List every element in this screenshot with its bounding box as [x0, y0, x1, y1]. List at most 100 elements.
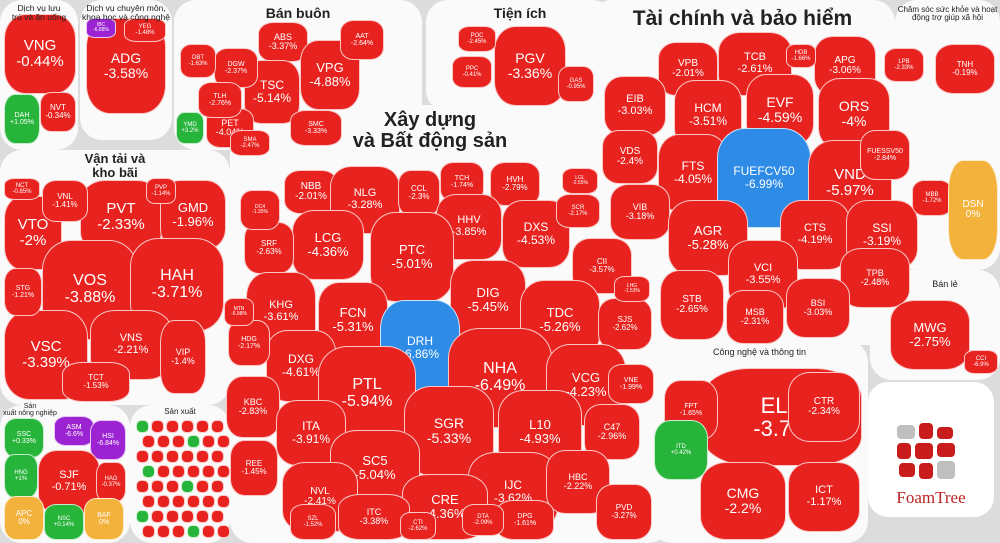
- tile-fuessv50[interactable]: FUESSV50 -2.84%: [860, 130, 910, 180]
- tile-hsi[interactable]: HSI -6.84%: [90, 420, 126, 460]
- tile-cmg[interactable]: CMG -2.2%: [700, 462, 786, 540]
- tile-small[interactable]: [142, 525, 155, 538]
- tile-dah[interactable]: DAH +1.05%: [4, 94, 40, 144]
- tile-small[interactable]: [136, 420, 149, 433]
- tile-small[interactable]: [196, 510, 209, 523]
- tile-small[interactable]: [136, 450, 149, 463]
- tile-dc4[interactable]: DC4 -1.35%: [240, 190, 280, 230]
- tile-small[interactable]: [187, 435, 200, 448]
- tile-dpg[interactable]: DPG -1.61%: [496, 500, 554, 540]
- tile-dsn[interactable]: DSN 0%: [948, 160, 998, 260]
- tile-hag[interactable]: HAG -0.37%: [96, 462, 126, 502]
- tile-small[interactable]: [151, 510, 164, 523]
- tile-srf[interactable]: SRF -2.63%: [244, 222, 294, 274]
- tile-tnh[interactable]: TNH -0.19%: [935, 44, 995, 94]
- tile-small[interactable]: [166, 420, 179, 433]
- tile-ccl[interactable]: CCL -2.3%: [398, 170, 440, 216]
- tile-hng[interactable]: HNG +1%: [4, 454, 38, 498]
- tile-small[interactable]: [157, 495, 170, 508]
- tile-yeg[interactable]: YEG -1.48%: [124, 18, 166, 42]
- tile-bsi[interactable]: BSI -3.03%: [786, 278, 850, 338]
- tile-sma[interactable]: SMA -2.47%: [230, 130, 270, 156]
- tile-small[interactable]: [202, 435, 215, 448]
- tile-eib[interactable]: EIB -3.03%: [604, 76, 666, 136]
- tile-small[interactable]: [217, 525, 230, 538]
- tile-cti[interactable]: CTI -2.62%: [400, 512, 436, 540]
- tile-mwg[interactable]: MWG -2.75%: [890, 300, 970, 370]
- tile-mtn[interactable]: MTN -6.98%: [224, 298, 254, 326]
- tile-small[interactable]: [211, 480, 224, 493]
- tile-hdg[interactable]: HDG -2.17%: [228, 320, 270, 366]
- tile-dbt[interactable]: DBT -1.63%: [180, 44, 216, 78]
- tile-mbb[interactable]: MBB -1.72%: [912, 180, 952, 216]
- tile-small[interactable]: [217, 495, 230, 508]
- tile-smc[interactable]: SMC -3.33%: [290, 110, 342, 146]
- tile-itd[interactable]: ITD +0.42%: [654, 420, 708, 480]
- tile-small[interactable]: [181, 450, 194, 463]
- tile-stb[interactable]: STB -2.65%: [660, 270, 724, 340]
- tile-small[interactable]: [172, 465, 185, 478]
- tile-kbc[interactable]: KBC -2.83%: [226, 376, 280, 438]
- tile-ptl[interactable]: PTL -5.94%: [318, 346, 416, 442]
- tile-ibc[interactable]: IBC -6.88%: [86, 18, 116, 38]
- tile-vne[interactable]: VNE -1.99%: [608, 364, 654, 404]
- tile-agr[interactable]: AGR -5.28%: [668, 200, 748, 276]
- tile-small[interactable]: [166, 480, 179, 493]
- tile-small[interactable]: [202, 495, 215, 508]
- tile-small[interactable]: [196, 450, 209, 463]
- tile-small[interactable]: [136, 480, 149, 493]
- tile-small[interactable]: [157, 525, 170, 538]
- tile-cci[interactable]: CCI -6.9%: [964, 350, 998, 374]
- tile-small[interactable]: [181, 480, 194, 493]
- tile-asm[interactable]: ASM -6.6%: [54, 416, 94, 446]
- tile-nct[interactable]: NCT -0.85%: [4, 178, 40, 200]
- tile-pvp[interactable]: PVP -1.14%: [146, 178, 176, 204]
- tile-hdb[interactable]: HDB -1.66%: [786, 44, 816, 68]
- tile-small[interactable]: [151, 450, 164, 463]
- tile-stg[interactable]: STG -1.21%: [4, 268, 42, 316]
- tile-small[interactable]: [172, 525, 185, 538]
- tile-aat[interactable]: AAT -2.64%: [340, 20, 384, 60]
- tile-lhg[interactable]: LHG -1.53%: [614, 276, 650, 302]
- tile-vnl[interactable]: VNL -1.41%: [42, 180, 88, 222]
- tile-ptc[interactable]: PTC -5.01%: [370, 212, 454, 302]
- tile-tlh[interactable]: TLH -2.76%: [198, 82, 242, 118]
- tile-itc[interactable]: ITC -3.38%: [338, 494, 410, 540]
- tile-sjs[interactable]: SJS -2.62%: [598, 298, 652, 350]
- tile-small[interactable]: [181, 510, 194, 523]
- tile-small[interactable]: [142, 465, 155, 478]
- tile-small[interactable]: [142, 435, 155, 448]
- tile-msb[interactable]: MSB -2.31%: [726, 290, 784, 344]
- tile-vib[interactable]: VIB -3.18%: [610, 184, 670, 240]
- tile-dta[interactable]: DTA -2.09%: [462, 504, 504, 536]
- tile-dgw[interactable]: DGW -2.37%: [214, 48, 258, 88]
- tile-ctr[interactable]: CTR -2.34%: [788, 372, 860, 442]
- tile-small[interactable]: [151, 480, 164, 493]
- tile-small[interactable]: [157, 435, 170, 448]
- tile-small[interactable]: [211, 420, 224, 433]
- tile-vds[interactable]: VDS -2.4%: [602, 130, 658, 184]
- tile-apc[interactable]: APC 0%: [4, 496, 44, 540]
- tile-ict[interactable]: ICT -1.17%: [788, 462, 860, 532]
- tile-poc[interactable]: POC -2.45%: [458, 26, 496, 52]
- tile-vng[interactable]: VNG -0.44%: [4, 14, 76, 94]
- tile-small[interactable]: [172, 435, 185, 448]
- tile-small[interactable]: [217, 465, 230, 478]
- tile-scr[interactable]: SCR -2.17%: [556, 194, 600, 228]
- tile-ree[interactable]: REE -1.45%: [230, 440, 278, 496]
- tile-small[interactable]: [187, 495, 200, 508]
- tile-small[interactable]: [166, 450, 179, 463]
- tile-small[interactable]: [181, 420, 194, 433]
- tile-small[interactable]: [202, 465, 215, 478]
- tile-small[interactable]: [166, 510, 179, 523]
- tile-vip[interactable]: VIP -1.4%: [160, 320, 206, 394]
- tile-abs[interactable]: ABS -3.37%: [258, 22, 308, 62]
- tile-baf[interactable]: BAF 0%: [84, 498, 124, 540]
- tile-ssc[interactable]: SSC +0.33%: [4, 418, 44, 458]
- tile-small[interactable]: [151, 420, 164, 433]
- tile-small[interactable]: [211, 450, 224, 463]
- tile-lcg[interactable]: LCG -4.36%: [292, 210, 364, 280]
- tile-small[interactable]: [142, 495, 155, 508]
- tile-hvh[interactable]: HVH -2.79%: [490, 162, 540, 206]
- tile-ymd[interactable]: YMD +3.2%: [176, 112, 204, 144]
